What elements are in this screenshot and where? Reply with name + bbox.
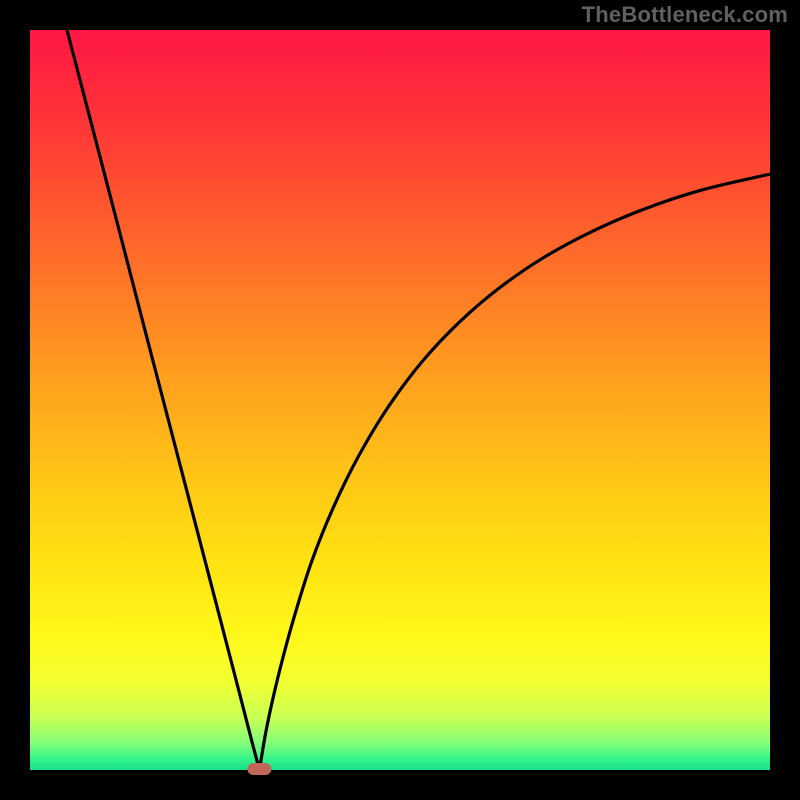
chart-stage: TheBottleneck.com [0, 0, 800, 800]
gradient-background [30, 30, 770, 770]
chart-svg [0, 0, 800, 800]
minimum-marker [247, 763, 271, 775]
watermark-text: TheBottleneck.com [582, 2, 788, 28]
